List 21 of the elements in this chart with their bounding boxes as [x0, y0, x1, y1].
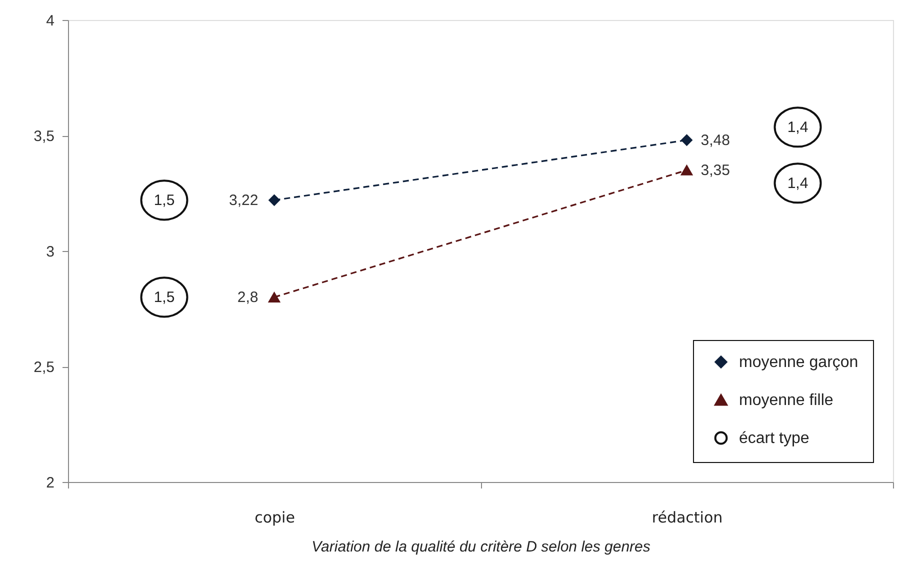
point [268, 194, 280, 206]
data-label: 3,48 [700, 132, 730, 150]
legend-label: moyenne fille [739, 392, 834, 409]
annotation: 1,4 [787, 175, 808, 192]
legend-label: écart type [739, 430, 810, 447]
data-label: 3,35 [700, 162, 730, 180]
y-tick-label: 3 [46, 244, 54, 260]
annotation: 1,5 [154, 289, 175, 306]
annotation: 1,5 [154, 192, 175, 210]
point [681, 134, 692, 146]
data-label: 3,22 [229, 192, 258, 210]
x-tick-label: copie [254, 508, 295, 526]
data-label: 2,8 [237, 289, 258, 306]
x-axis-title: Variation de la qualité du critère D selon les genres [312, 538, 651, 556]
y-tick-label: 4 [46, 12, 54, 30]
y-tick-label: 2,5 [34, 359, 54, 376]
y-tick-label: 2 [46, 474, 54, 492]
x-tick-label: rédaction [652, 508, 723, 526]
legend-label: moyenne garçon [739, 354, 858, 371]
annotation: 1,4 [787, 119, 808, 136]
y-tick-label: 3,5 [34, 128, 54, 145]
